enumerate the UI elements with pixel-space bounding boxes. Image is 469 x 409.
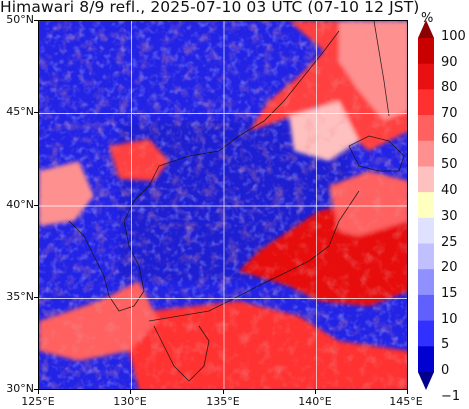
- lat-tick-mark: [34, 112, 38, 113]
- colorbar-segment: [418, 192, 434, 219]
- lon-tick-label: 135°E: [206, 395, 240, 408]
- lon-tick-mark: [130, 390, 131, 394]
- colorbar-tick-label: 10: [441, 311, 458, 327]
- lat-tick-label: 30°N: [6, 382, 34, 395]
- lon-tick-mark: [38, 390, 39, 394]
- reflectance-image: [39, 21, 407, 389]
- colorbar-tick-label: 100: [441, 29, 466, 44]
- colorbar-segment: [418, 269, 434, 296]
- coastlines: [68, 21, 405, 382]
- map-title: Himawari 8/9 refl., 2025-07-10 03 UTC (0…: [0, 0, 420, 16]
- colorbar-tick-label: 0: [441, 363, 450, 378]
- hokkaido-coast: [348, 135, 405, 172]
- lon-tick-label: 145°E: [389, 395, 423, 408]
- colorbar-tick-label: 90: [441, 54, 458, 70]
- colorbar-segment: [418, 63, 434, 90]
- primorye-coast: [158, 30, 340, 167]
- lon-tick-mark: [223, 390, 224, 394]
- colorbar-segment: [418, 294, 434, 322]
- colorbar-tick-label: 40: [441, 183, 458, 199]
- colorbar-tick-label: 30: [441, 208, 458, 224]
- red-cloud-texture: [39, 21, 407, 389]
- colorbar-tick-label: 50: [441, 157, 458, 173]
- colorbar-tick-label: 15: [441, 285, 458, 301]
- lat-tick-mark: [34, 20, 38, 21]
- colorbar-tick-label: −1: [441, 388, 461, 404]
- colorbar-tick-label: 20: [441, 260, 458, 276]
- colorbar-extend-max: [418, 20, 434, 38]
- colorbar-segment: [418, 115, 434, 142]
- colorbar: [418, 20, 434, 390]
- lon-tick-label: 140°E: [298, 395, 332, 408]
- colorbar-segment: [418, 217, 434, 245]
- colorbar-segment: [418, 320, 434, 347]
- lat-tick-mark: [34, 205, 38, 206]
- colorbar-segment: [418, 166, 434, 193]
- lat-tick-label: 40°N: [6, 198, 34, 211]
- honshu-coast: [148, 190, 360, 322]
- colorbar-unit: %: [421, 11, 434, 26]
- colorbar-tick-label: 70: [441, 106, 458, 122]
- satellite-map[interactable]: [38, 20, 408, 390]
- colorbar-tick-label: 80: [441, 80, 458, 96]
- colorbar-tick-label: 25: [441, 234, 458, 250]
- sakhalin-coast: [373, 21, 390, 117]
- lat-tick-mark: [34, 389, 38, 390]
- colorbar-extend-min: [418, 372, 434, 390]
- lat-tick-label: 35°N: [6, 290, 34, 303]
- gridlines: [39, 21, 407, 389]
- colorbar-segment: [418, 243, 434, 270]
- lat-tick-label: 45°N: [6, 105, 34, 118]
- colorbar-segment: [418, 346, 434, 373]
- lat-tick-mark: [34, 297, 38, 298]
- colorbar-tick-label: 60: [441, 131, 458, 147]
- colorbar-segment: [418, 89, 434, 116]
- lon-tick-label: 125°E: [21, 395, 55, 408]
- kyushu-coast: [153, 325, 210, 382]
- lat-tick-label: 50°N: [6, 13, 34, 26]
- colorbar-segment: [418, 38, 434, 65]
- lon-tick-mark: [407, 390, 408, 394]
- lon-tick-mark: [315, 390, 316, 394]
- colorbar-segment: [418, 140, 434, 167]
- lon-tick-label: 130°E: [113, 395, 147, 408]
- colorbar-tick-label: 5: [441, 337, 450, 353]
